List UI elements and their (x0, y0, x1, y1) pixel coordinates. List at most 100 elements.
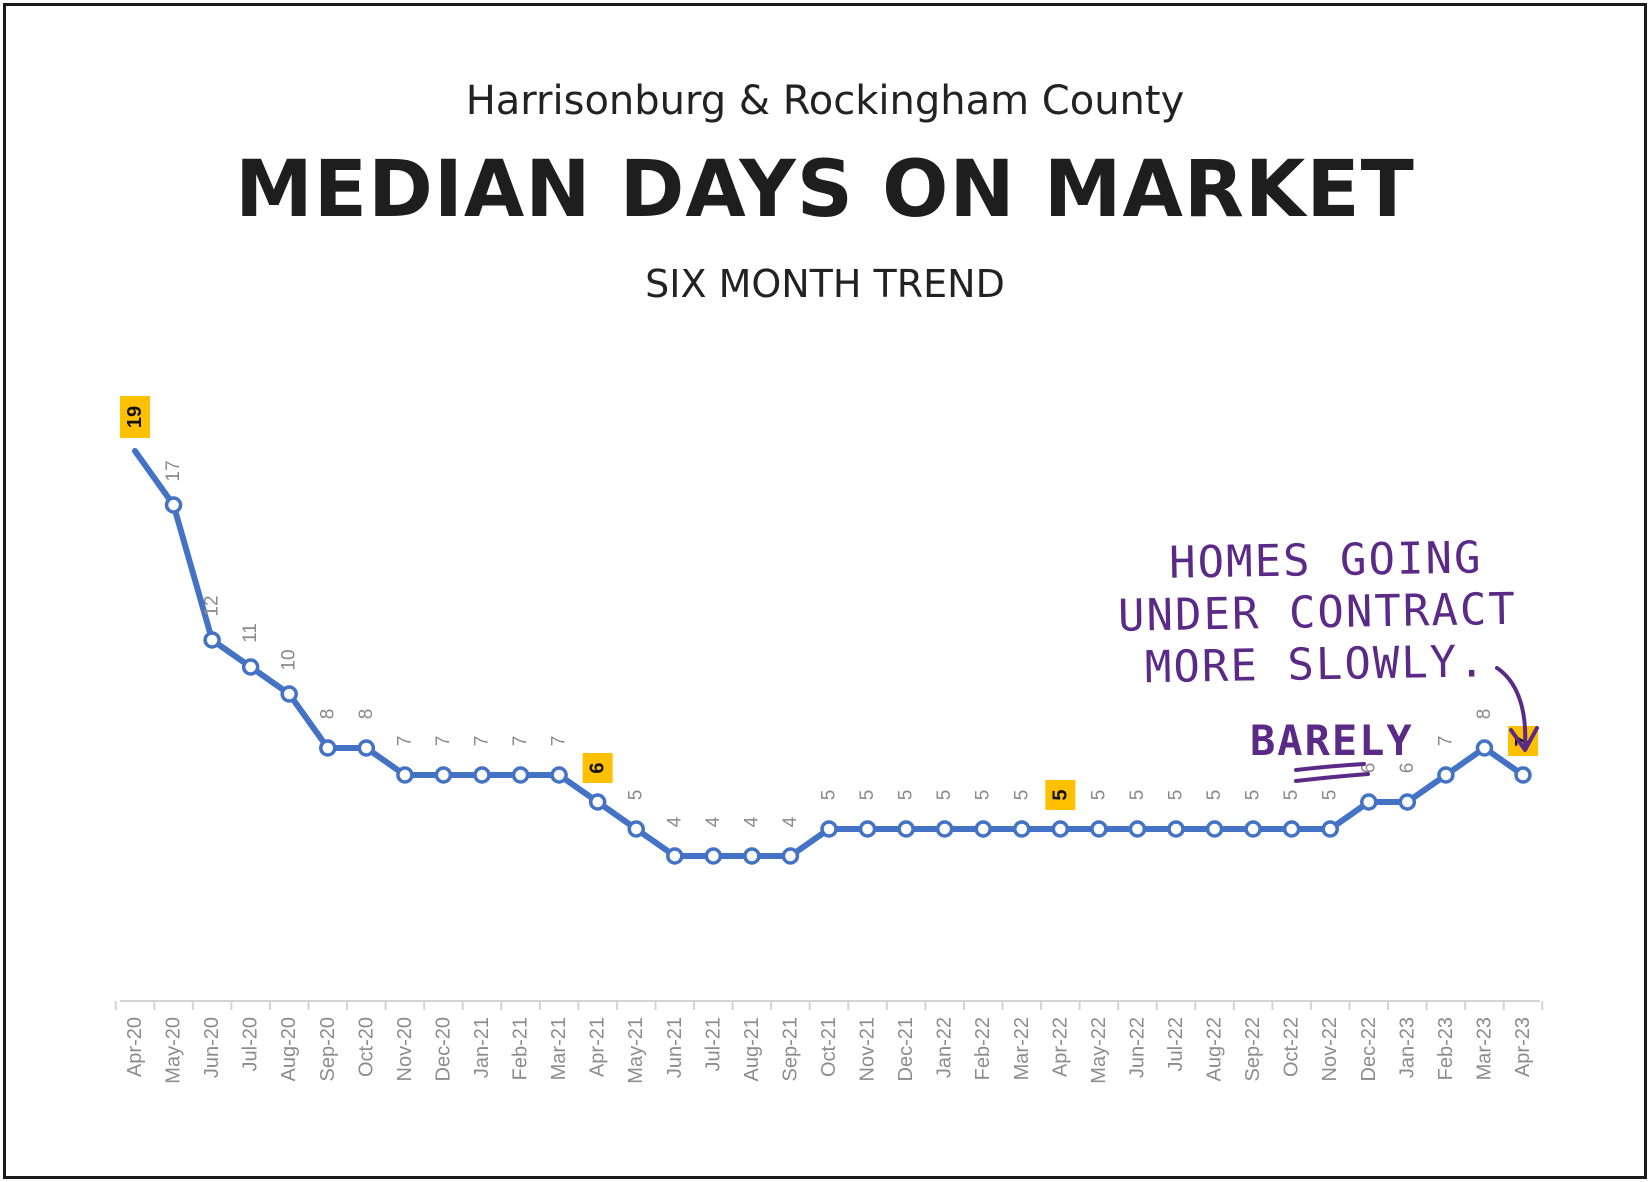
x-tick-label: Oct-20 (355, 1017, 377, 1077)
x-tick-label-layer: Apr-20 May-20 Jun-20 Jul-20 Aug-20 Sep-20 Oct-… (124, 1017, 1534, 1084)
x-axis (114, 1000, 1544, 1010)
data-label: 6 (1358, 763, 1379, 774)
annotation-arrow-layer (1294, 666, 1539, 783)
x-tick-label: Apr-23 (1512, 1017, 1534, 1077)
data-point (666, 847, 684, 865)
data-label: 10 (279, 649, 300, 670)
region-subtitle: Harrisonburg & Rockingham County (465, 78, 1185, 124)
series-line-layer (132, 448, 1532, 865)
data-point (1360, 793, 1378, 811)
data-label: 5 (1204, 790, 1225, 801)
x-tick-label: Dec-22 (1358, 1017, 1380, 1081)
data-label: 7 (510, 736, 531, 747)
highlighted-data-label: 19 (120, 396, 150, 438)
data-point (396, 766, 414, 784)
data-point (588, 793, 607, 811)
data-point (1167, 820, 1185, 838)
data-label: 7 (549, 736, 570, 747)
x-tick-label: Oct-21 (818, 1017, 840, 1077)
x-tick-label: May-21 (625, 1017, 647, 1084)
data-point (550, 766, 568, 784)
data-point (203, 631, 221, 649)
x-tick-label: Nov-20 (394, 1017, 416, 1081)
x-tick-label: Jul-22 (1165, 1017, 1187, 1071)
data-label: 5 (1127, 790, 1148, 801)
data-label: 5 (934, 790, 955, 801)
data-label: 5 (626, 790, 647, 801)
data-point (164, 496, 183, 514)
data-point (1475, 739, 1494, 757)
emphasis-underline (1294, 772, 1370, 783)
x-tick-label: Feb-23 (1435, 1017, 1457, 1080)
data-label: 8 (1474, 709, 1495, 720)
x-tick-label: Sep-21 (779, 1017, 801, 1082)
x-tick-label: Jul-20 (240, 1017, 262, 1071)
x-tick-label: Apr-20 (124, 1017, 146, 1077)
data-point (974, 820, 992, 838)
data-label: 8 (356, 709, 377, 720)
data-label: 8 (317, 709, 338, 720)
x-tick-label: Feb-22 (972, 1017, 994, 1080)
data-point (473, 766, 491, 784)
data-label: 5 (1243, 790, 1264, 801)
x-tick-label: May-20 (163, 1017, 185, 1084)
data-label: 5 (1088, 790, 1109, 801)
x-tick-label: Aug-20 (278, 1017, 300, 1082)
data-label: 5 (1281, 790, 1302, 801)
x-tick-label: Apr-22 (1049, 1017, 1071, 1077)
data-point (935, 820, 954, 838)
x-tick-label: Jun-21 (664, 1017, 686, 1078)
data-point (781, 847, 800, 865)
annotation-emphasis: BARELY (1250, 716, 1414, 765)
x-tick-label: May-22 (1088, 1017, 1110, 1084)
x-tick-label: Aug-22 (1204, 1017, 1226, 1082)
data-label: 12 (202, 595, 223, 616)
highlighted-data-label: 5 (1045, 780, 1076, 810)
x-tick-label: Jun-22 (1126, 1017, 1148, 1078)
data-label: 4 (703, 816, 724, 827)
data-label: 5 (896, 790, 917, 801)
x-tick-label: Nov-22 (1319, 1017, 1341, 1081)
chart-frame (3, 3, 1647, 1179)
x-tick-label: Dec-21 (895, 1017, 917, 1081)
data-point (434, 766, 453, 784)
data-point (858, 820, 877, 838)
highlight-box (1045, 780, 1076, 810)
data-label: 7 (1435, 736, 1456, 747)
annotation-line-2: UNDER CONTRACT (1117, 583, 1518, 642)
data-point (1013, 820, 1031, 838)
emphasis-underline (1294, 762, 1366, 772)
data-point (897, 820, 915, 838)
data-label: 11 (240, 623, 261, 643)
data-point (743, 847, 761, 865)
annotation-arrowhead (1509, 726, 1539, 752)
data-label: 5 (819, 790, 840, 801)
data-label: 4 (664, 816, 685, 827)
data-label: 4 (741, 816, 762, 827)
data-label: 5 (1320, 790, 1341, 801)
data-label-layer: 19 17 12 11 10 8 8 7 7 7 7 7 6 5 4 4 4 4 5 5 5 5 5 5 5 5 5 5 5 5 5 5 6 6 7… (120, 396, 1538, 827)
x-tick-label: Dec-20 (432, 1017, 454, 1081)
handwritten-annotation: HOMES GOING UNDER CONTRACT MORE SLOWLY. (1117, 531, 1542, 694)
x-tick-label: Jan-23 (1396, 1017, 1418, 1078)
data-point (1398, 793, 1417, 811)
data-point (1051, 820, 1070, 838)
data-point (241, 658, 260, 676)
data-point (1437, 766, 1455, 784)
data-label: 5 (857, 790, 878, 801)
x-tick-label: Jul-21 (702, 1017, 724, 1071)
x-tick-label: Aug-21 (741, 1017, 763, 1082)
x-tick-label: Nov-21 (857, 1017, 879, 1081)
data-label: 7 (433, 736, 454, 747)
x-tick-label: Jan-21 (471, 1017, 493, 1078)
data-point (1321, 820, 1339, 838)
data-point (357, 739, 376, 757)
data-label: 7 (472, 736, 493, 747)
data-label: 6 (1397, 763, 1418, 774)
annotation-arrow (1495, 666, 1528, 747)
data-label: 5 (1049, 789, 1071, 800)
data-point (280, 685, 298, 703)
data-label: 19 (124, 406, 146, 428)
data-label: 17 (163, 460, 184, 481)
